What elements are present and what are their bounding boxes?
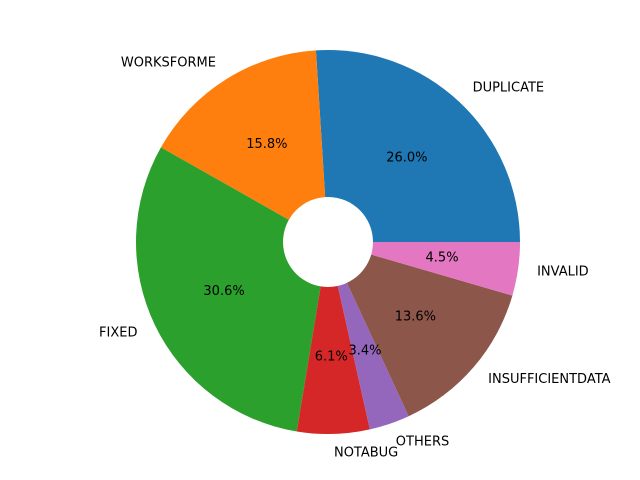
percent-label: 4.5% [426,251,459,266]
slice-label: DUPLICATE [473,81,545,96]
percent-label: 3.4% [348,344,381,359]
slice-label: NOTABUG [334,446,398,461]
donut-hole [283,197,373,287]
pie-slice-invalid [328,242,520,296]
slice-label: OTHERS [396,435,449,450]
percent-label: 13.6% [395,310,436,325]
pie-slice-duplicate [315,49,520,242]
slice-label: FIXED [99,326,137,341]
pie-slice-worksforme [160,50,328,242]
slice-label: WORKSFORME [121,55,216,70]
pie-slice-fixed [135,147,328,432]
slice-label: INSUFFICIENTDATA [488,372,611,387]
pie-slice-others [328,242,409,430]
percent-label: 15.8% [246,137,287,152]
percent-label: 6.1% [315,350,348,365]
percent-label: 26.0% [386,151,427,166]
pie-slice-insufficientdata [328,242,513,417]
pie-slice-notabug [296,242,370,435]
percent-label: 30.6% [203,284,244,299]
slice-label: INVALID [537,264,589,279]
